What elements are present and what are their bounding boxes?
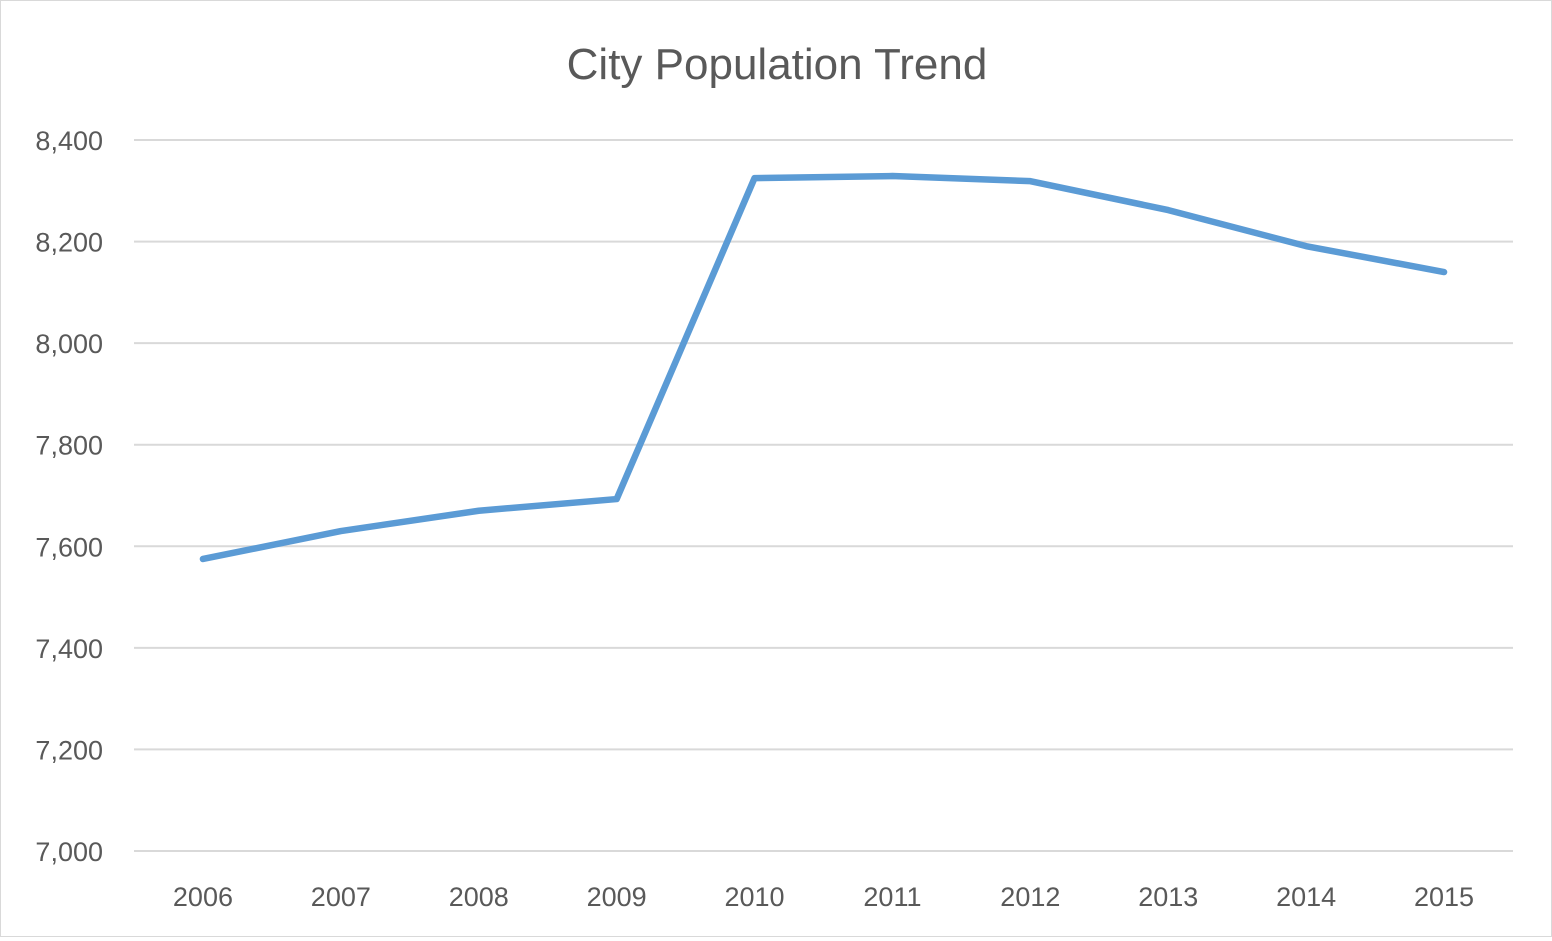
y-tick-label: 7,400 <box>35 634 103 664</box>
y-tick-label: 7,200 <box>35 735 103 765</box>
data-point <box>615 498 618 501</box>
y-tick-label: 8,400 <box>35 126 103 156</box>
x-tick-label: 2015 <box>1414 882 1474 912</box>
data-point <box>753 177 756 180</box>
series-layer <box>199 172 1448 563</box>
x-tick-label: 2012 <box>1000 882 1060 912</box>
x-tick-label: 2006 <box>173 882 233 912</box>
data-point <box>891 175 894 178</box>
series-line <box>199 172 1448 563</box>
y-tick-label: 8,000 <box>35 329 103 359</box>
data-point <box>1167 209 1170 212</box>
chart-title: City Population Trend <box>567 40 988 89</box>
y-tick-label: 7,000 <box>35 837 103 867</box>
x-axis-ticks: 2006 2007 2008 2009 2010 2011 2012 2013 2014 2015 <box>173 882 1474 912</box>
y-tick-label: 7,800 <box>35 431 103 461</box>
data-point <box>477 509 480 512</box>
x-tick-label: 2013 <box>1138 882 1198 912</box>
y-tick-label: 7,600 <box>35 532 103 562</box>
x-tick-label: 2011 <box>863 882 921 912</box>
data-point <box>1029 180 1032 183</box>
data-point <box>339 530 342 533</box>
data-point <box>1443 271 1446 274</box>
y-tick-label: 8,200 <box>35 228 103 258</box>
x-tick-label: 2014 <box>1276 882 1336 912</box>
gridlines <box>134 139 1513 852</box>
y-axis-ticks: 7,000 7,200 7,400 7,600 7,800 8,000 8,200 8,400 <box>35 126 103 867</box>
data-point <box>201 557 204 560</box>
x-tick-label: 2009 <box>587 882 647 912</box>
data-point <box>1305 245 1308 248</box>
x-tick-label: 2010 <box>725 882 785 912</box>
x-tick-label: 2007 <box>311 882 371 912</box>
x-tick-label: 2008 <box>449 882 509 912</box>
